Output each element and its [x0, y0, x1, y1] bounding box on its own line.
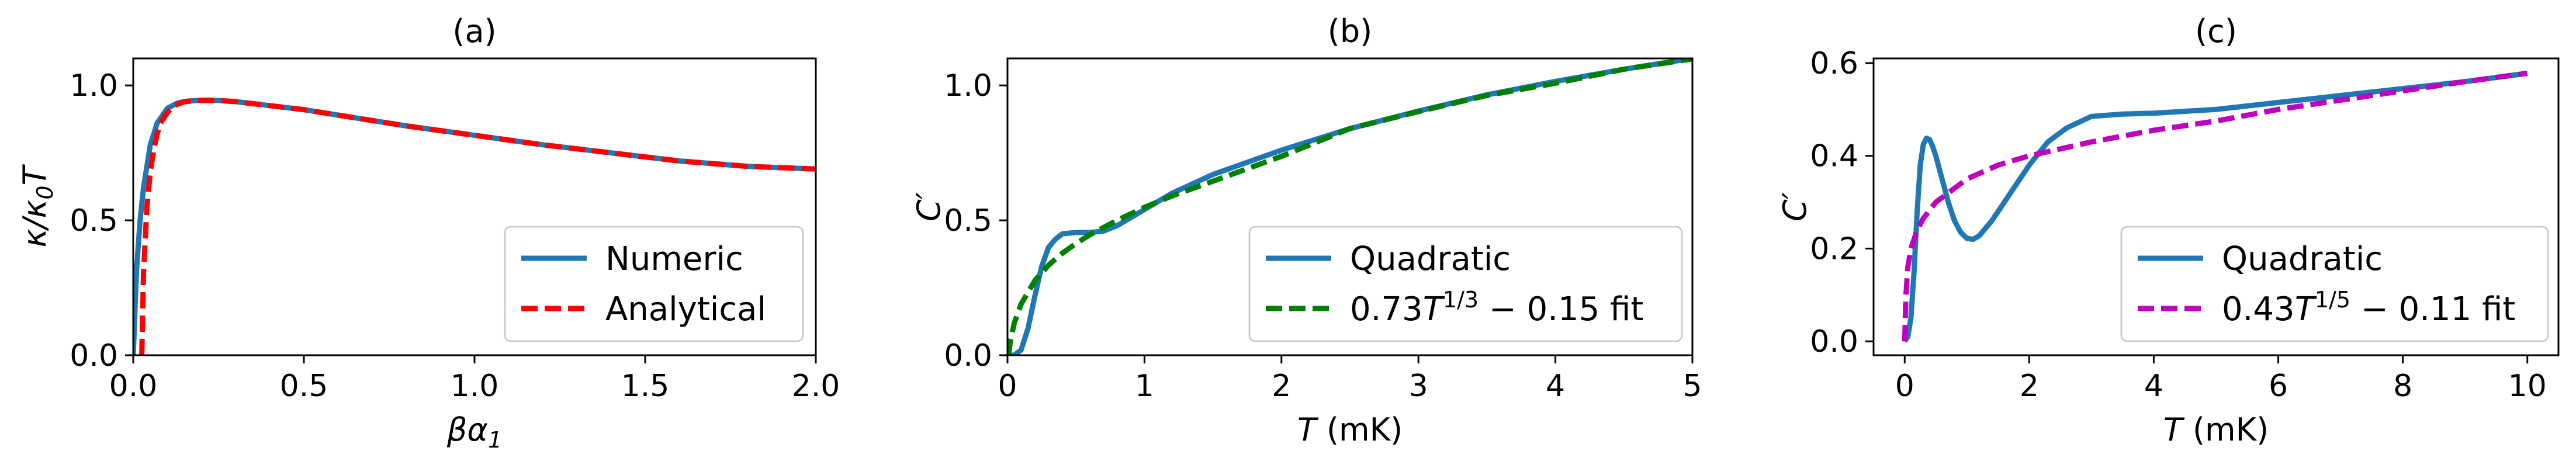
x-tick-label: 1.0	[451, 369, 499, 404]
x-axis-label: βα1	[446, 411, 502, 453]
y-axis-label: κ/κ0T	[16, 164, 58, 247]
y-tick-label: 0.4	[1810, 139, 1858, 174]
legend-box	[2120, 226, 2549, 342]
x-tick-label: 8	[2393, 369, 2412, 404]
series-line-1	[1902, 70, 2528, 343]
y-tick-label: 0.2	[1810, 231, 1858, 266]
x-tick-label: 1	[1135, 369, 1154, 404]
y-tick-label: 0.0	[1810, 324, 1858, 359]
legend: Numeric Analytical	[504, 226, 804, 342]
plot-area	[133, 98, 816, 355]
legend-label: Analytical	[605, 290, 766, 328]
panel-2: 0 1 2 3 4 5 0.0 0.5 1.0 (b) T (mK) C′ Quadratic 0.73T…	[910, 13, 1702, 448]
axes-frame	[1006, 57, 1694, 356]
series-line-2	[1902, 70, 2528, 342]
y-tick-label: 0.5	[944, 203, 992, 238]
x-tick-label: 6	[2269, 369, 2288, 404]
legend: Quadratic 0.43T1/5 − 0.11 fit	[2120, 226, 2549, 342]
panel-title: (c)	[2195, 13, 2237, 50]
legend-label: Quadratic	[2222, 240, 2383, 278]
axes-frame	[1872, 57, 2560, 356]
x-axis-label: T (mK)	[2163, 411, 2269, 448]
series-line-2	[139, 98, 816, 355]
legend-label: 0.73T1/3 − 0.15 fit	[1350, 287, 1643, 328]
plot-area	[1902, 70, 2528, 343]
x-axis-label: T (mK)	[1297, 411, 1403, 448]
x-tick-label: 4	[2144, 369, 2163, 404]
y-tick-label: 1.0	[70, 68, 118, 103]
x-tick-label: 2	[2020, 369, 2039, 404]
x-tick-label: 0	[1895, 369, 1914, 404]
y-tick-label: 0.5	[70, 203, 118, 238]
legend: Quadratic 0.73T1/3 − 0.15 fit	[1248, 226, 1683, 342]
x-tick-label: 2	[1272, 369, 1291, 404]
legend-label: Quadratic	[1350, 240, 1511, 278]
x-tick-label: 3	[1409, 369, 1428, 404]
y-tick-label: 1.0	[944, 68, 992, 103]
panel-3: 0 2 4 6 8 10 0.0 0.2 0.4 0.6 (c) T (mK) C′ Quadratic 0…	[1777, 13, 2560, 448]
legend-label: 0.43T1/5 − 0.11 fit	[2222, 287, 2515, 328]
legend-label: Numeric	[605, 240, 743, 278]
legend-box	[504, 226, 804, 342]
panel-1: 0.0 0.5 1.0 1.5 2.0 0.0 0.5 1.0 (a) βα1 κ/κ0T Numer…	[16, 13, 840, 453]
x-tick-label: 4	[1546, 369, 1565, 404]
x-tick-label: 2.0	[792, 369, 840, 404]
x-tick-label: 10	[2508, 369, 2547, 404]
x-tick-label: 1.5	[621, 369, 670, 404]
x-tick-label: 0.0	[109, 369, 158, 404]
y-tick-label: 0.0	[944, 338, 992, 373]
legend-box	[1248, 226, 1683, 342]
x-tick-label: 5	[1682, 369, 1702, 404]
plot-area	[1007, 58, 1692, 355]
x-tick-label: 0.5	[280, 369, 328, 404]
x-tick-label: 0	[998, 369, 1017, 404]
series-line-2	[1007, 58, 1692, 355]
y-axis-label: C′	[1777, 192, 1813, 221]
panel-title: (b)	[1328, 13, 1372, 50]
panel-title: (a)	[452, 13, 496, 50]
y-tick-label: 0.6	[1810, 46, 1858, 81]
y-tick-label: 0.0	[70, 338, 118, 373]
y-axis-label: C′	[910, 192, 947, 221]
